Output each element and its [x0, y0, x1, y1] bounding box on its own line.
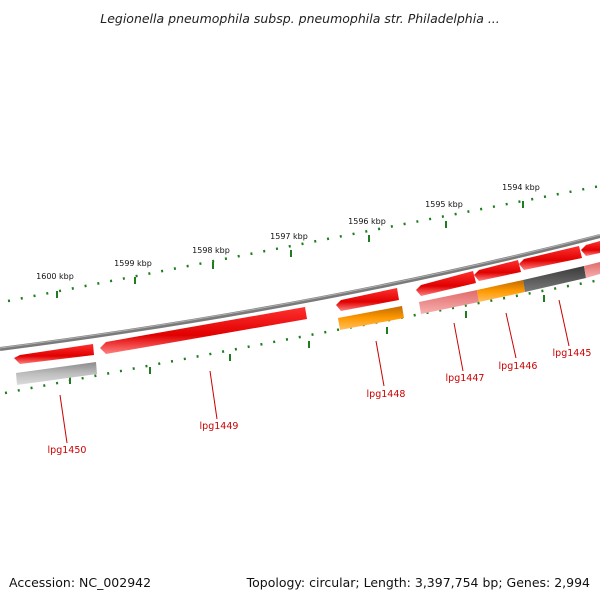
gene-arrow-lpg1447[interactable]: [416, 271, 476, 296]
gene-arrow-lpg1446[interactable]: [474, 260, 521, 281]
ruler-label-1596kbp: 1596 kbp: [348, 217, 386, 226]
ruler-label-1594kbp: 1594 kbp: [502, 183, 540, 192]
accession-text: Accession: NC_002942: [9, 575, 151, 590]
bar-pink-partial: [584, 262, 600, 278]
genome-title: Legionella pneumophila subsp. pneumophil…: [100, 11, 500, 26]
gene-label-lpg1445[interactable]: lpg1445: [553, 348, 592, 359]
bar-orange-lpg1446: [477, 280, 525, 302]
gene-arrow-lpg1449[interactable]: [100, 307, 307, 354]
gene-arrow-lpg1445[interactable]: [519, 246, 582, 270]
forward-strand-genes: [14, 241, 600, 364]
genome-backbone: [0, 234, 600, 351]
gene-label-lpg1446[interactable]: lpg1446: [499, 361, 538, 372]
ruler-label-1599kbp: 1599 kbp: [114, 259, 152, 268]
gene-leader-lines: [59, 299, 570, 444]
ruler-label-1600kbp: 1600 kbp: [36, 272, 74, 281]
bar-pink-lpg1447: [419, 290, 479, 314]
ruler-label-1597kbp: 1597 kbp: [270, 232, 308, 241]
lower-ruler: [4, 278, 600, 395]
gene-arrow-lpg1450[interactable]: [14, 344, 94, 364]
annotation-bars: [16, 262, 600, 385]
ruler-label-1598kbp: 1598 kbp: [192, 246, 230, 255]
upper-ruler: 1600 kbp 1599 kbp 1598 kbp 1597 kbp 1596…: [7, 183, 600, 303]
gene-label-lpg1447[interactable]: lpg1447: [446, 373, 485, 384]
bar-dark-lpg1445: [523, 266, 586, 292]
genome-summary-text: Topology: circular; Length: 3,397,754 bp…: [246, 575, 590, 590]
ruler-label-1595kbp: 1595 kbp: [425, 200, 463, 209]
bar-orange-lpg1448: [338, 306, 404, 330]
gene-label-lpg1449[interactable]: lpg1449: [200, 421, 239, 432]
gene-label-lpg1448[interactable]: lpg1448: [367, 389, 406, 400]
gene-arrow-partial[interactable]: [581, 241, 600, 256]
bar-gray-lpg1450: [16, 362, 97, 385]
gene-label-lpg1450[interactable]: lpg1450: [48, 445, 87, 456]
gene-arrow-lpg1448[interactable]: [336, 288, 399, 311]
